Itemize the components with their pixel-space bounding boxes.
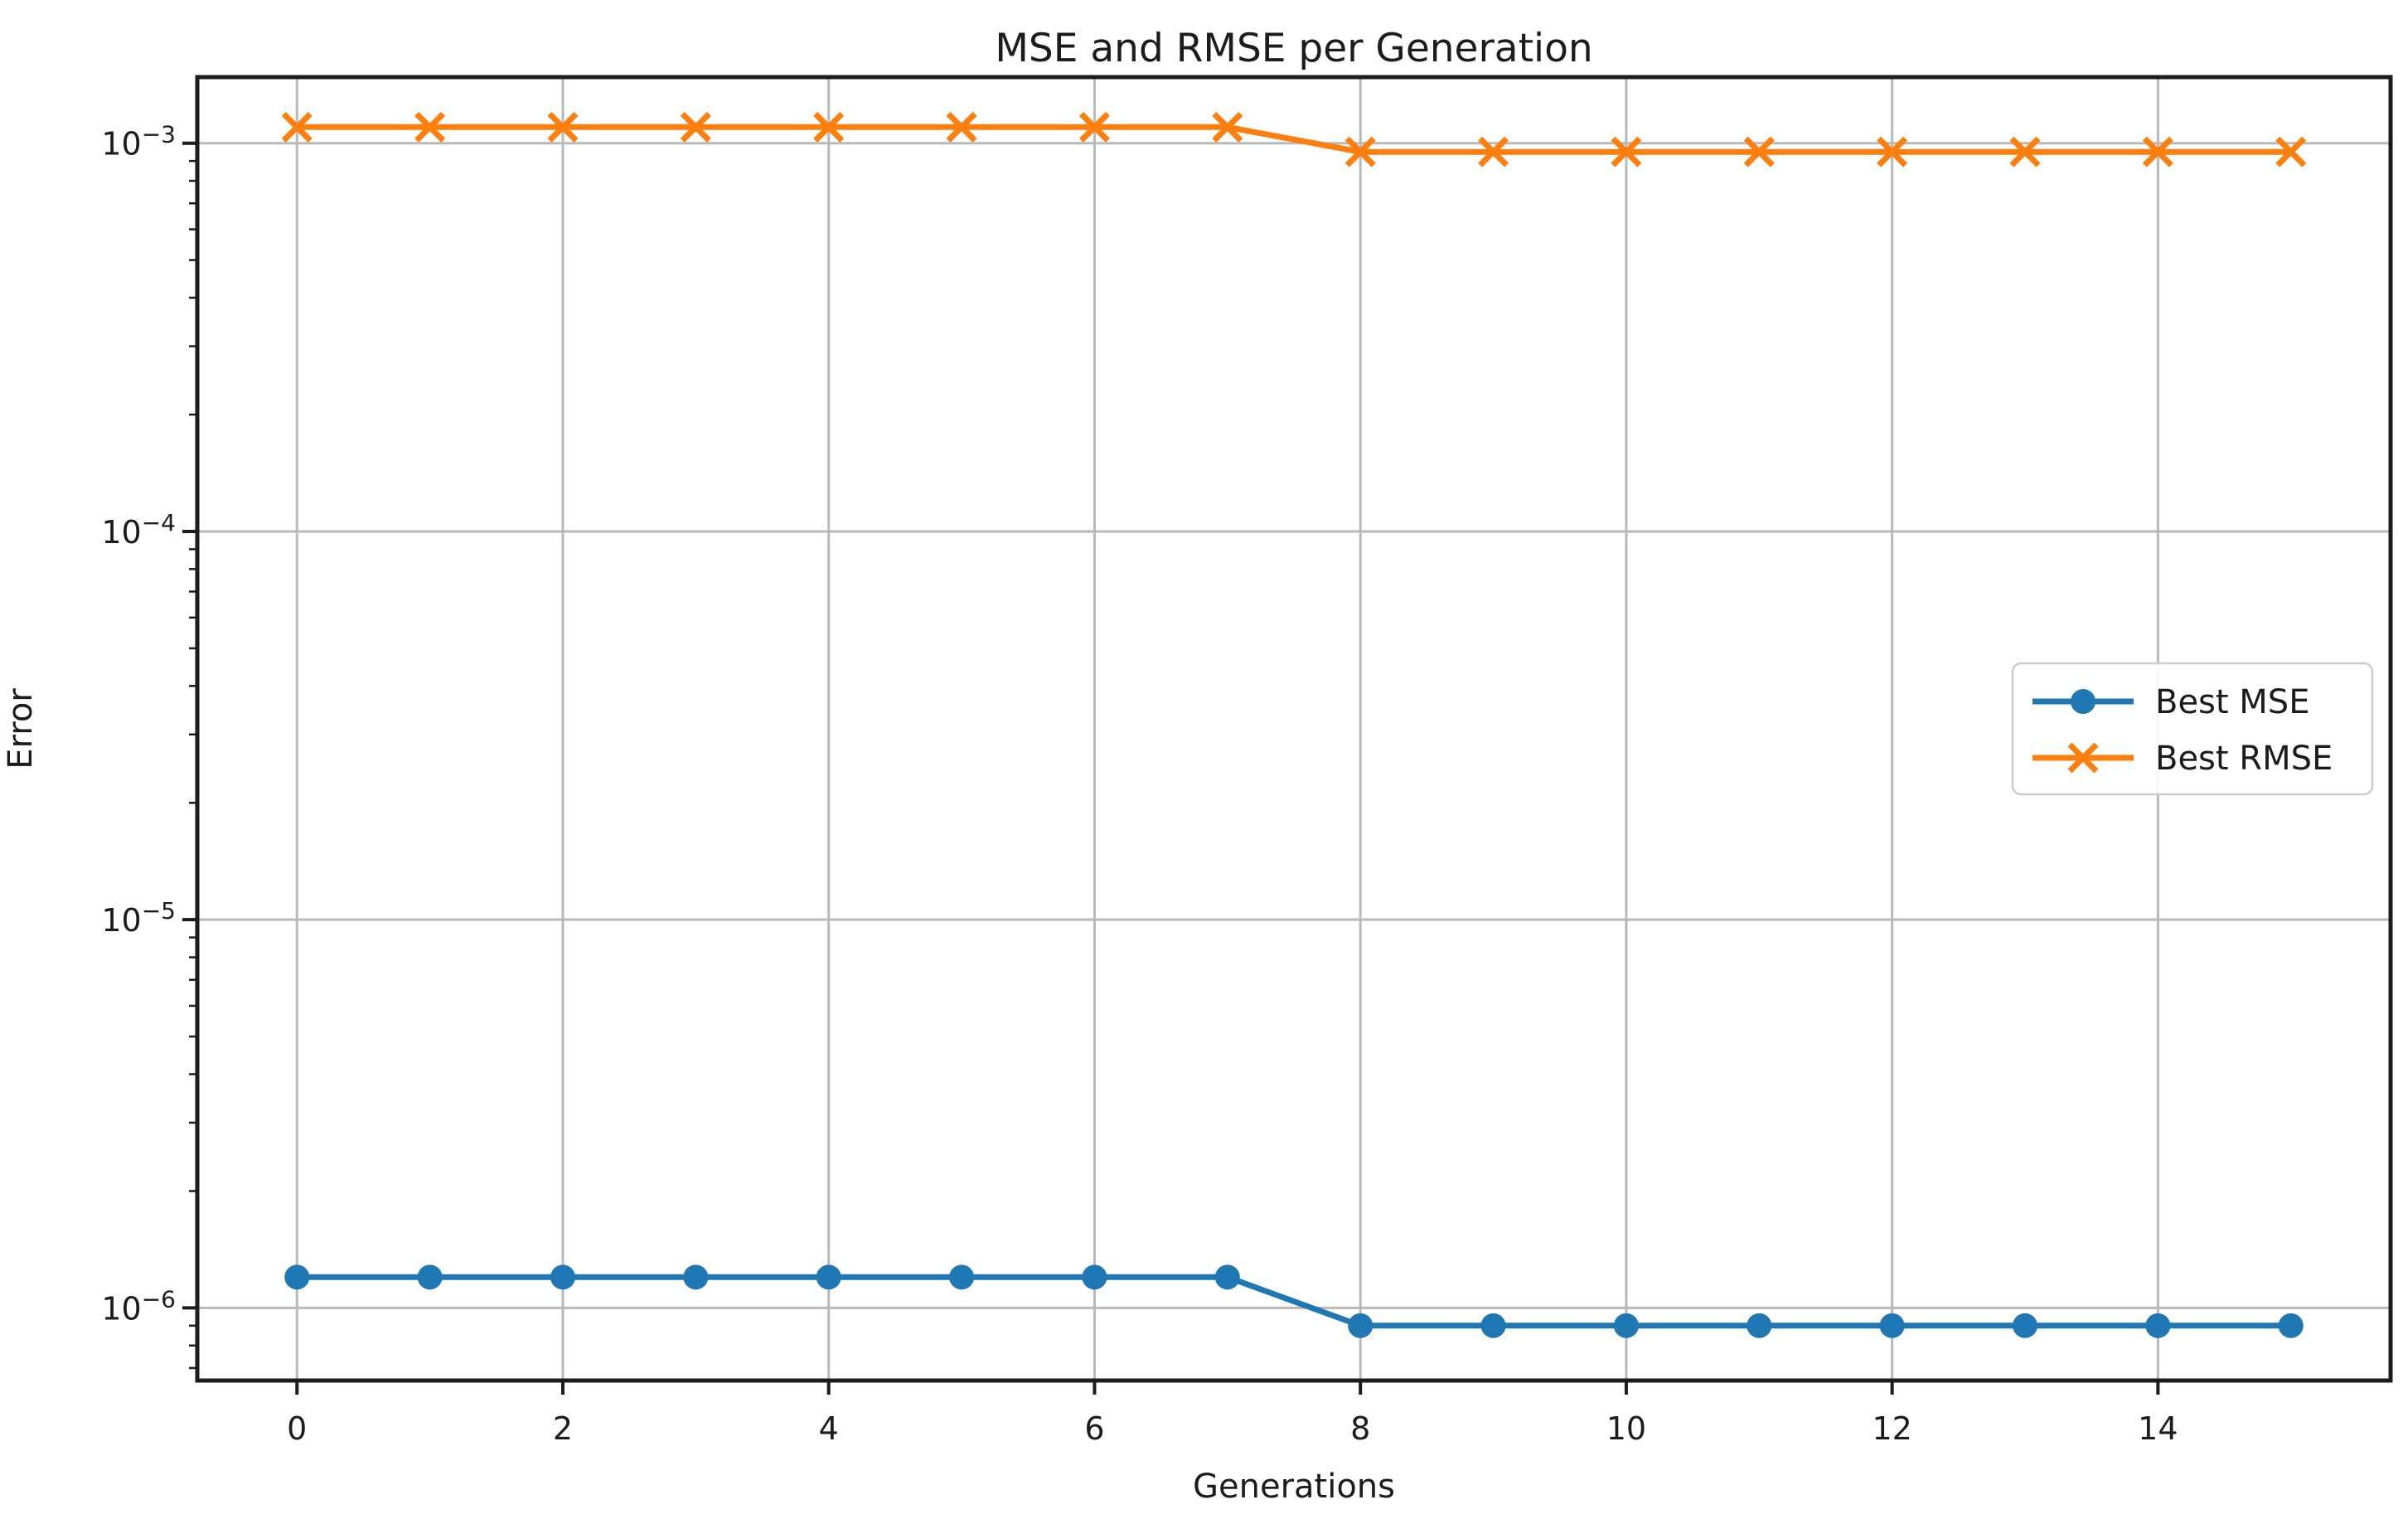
legend-circle-marker-icon — [2071, 689, 2095, 714]
axes — [182, 75, 2393, 1395]
series-best-mse-marker — [1613, 1313, 1639, 1338]
chart-title: MSE and RMSE per Generation — [995, 26, 1592, 71]
series-best-mse-marker — [417, 1264, 443, 1290]
x-axis-label: Generations — [1193, 1468, 1395, 1506]
x-tick-label: 6 — [1084, 1410, 1104, 1447]
x-tick-label: 8 — [1350, 1410, 1370, 1447]
series-best-mse-marker — [550, 1264, 575, 1290]
series-best-mse-marker — [1879, 1313, 1905, 1338]
legend-x-marker-icon — [2067, 742, 2099, 774]
y-tick-label: 10−6 — [101, 1285, 176, 1327]
x-tick-label: 2 — [553, 1410, 573, 1447]
series-best-rmse-marker — [1877, 136, 1908, 167]
series-best-rmse-marker — [1212, 111, 1243, 143]
series-best-rmse-marker — [2009, 136, 2041, 167]
legend-label: Best RMSE — [2155, 740, 2333, 778]
series-best-rmse-marker — [946, 111, 977, 143]
series-best-mse-marker — [1214, 1264, 1240, 1290]
y-tick-label: 10−5 — [101, 897, 176, 939]
series-best-rmse-marker — [813, 111, 845, 143]
x-tick-label: 0 — [287, 1410, 307, 1447]
x-tick-label: 10 — [1606, 1410, 1646, 1447]
x-tick-label: 4 — [819, 1410, 839, 1447]
series-best-mse-marker — [1480, 1313, 1506, 1338]
series-best-rmse-marker — [1478, 136, 1509, 167]
series-best-mse-marker — [2278, 1313, 2304, 1338]
y-axis-label: Error — [2, 688, 40, 769]
series-best-mse-marker — [1747, 1313, 1772, 1338]
tick-labels: 0 2 4 6 8 10 12 14 10−3 10−4 10−5 10−6 — [101, 121, 2178, 1447]
legend-label: Best MSE — [2155, 683, 2309, 721]
y-tick-label: 10−3 — [101, 121, 176, 163]
y-tick-label: 10−4 — [101, 509, 176, 551]
series-best-mse-marker — [284, 1264, 310, 1290]
series-best-mse-marker — [816, 1264, 841, 1290]
legend: Best MSE Best RMSE — [2011, 662, 2374, 796]
series-best-rmse-marker — [1611, 136, 1642, 167]
series-best-rmse-marker — [1345, 136, 1376, 167]
series-best-rmse-marker — [680, 111, 711, 143]
series-best-mse-marker — [2145, 1313, 2171, 1338]
series-best-rmse-marker — [1743, 136, 1775, 167]
series — [281, 111, 2307, 1338]
plot-border — [195, 75, 2393, 1383]
series-best-mse-marker — [1348, 1313, 1374, 1338]
series-best-mse-marker — [1082, 1264, 1107, 1290]
series-best-mse-line — [297, 1274, 2291, 1329]
x-tick-label: 12 — [1872, 1410, 1911, 1447]
series-best-rmse-marker — [547, 111, 579, 143]
series-best-mse-marker — [683, 1264, 709, 1290]
gridlines — [197, 77, 2391, 1381]
series-best-rmse-marker — [1078, 111, 1110, 143]
series-best-mse-marker — [949, 1264, 975, 1290]
series-best-rmse-marker — [414, 111, 446, 143]
series-best-rmse-marker — [2275, 136, 2307, 167]
series-best-rmse-marker — [281, 111, 313, 143]
series-best-rmse-line — [297, 124, 2291, 155]
x-tick-label: 14 — [2138, 1410, 2178, 1447]
legend-box — [2011, 662, 2374, 796]
series-best-rmse-marker — [2142, 136, 2173, 167]
series-best-mse-marker — [2013, 1313, 2037, 1338]
